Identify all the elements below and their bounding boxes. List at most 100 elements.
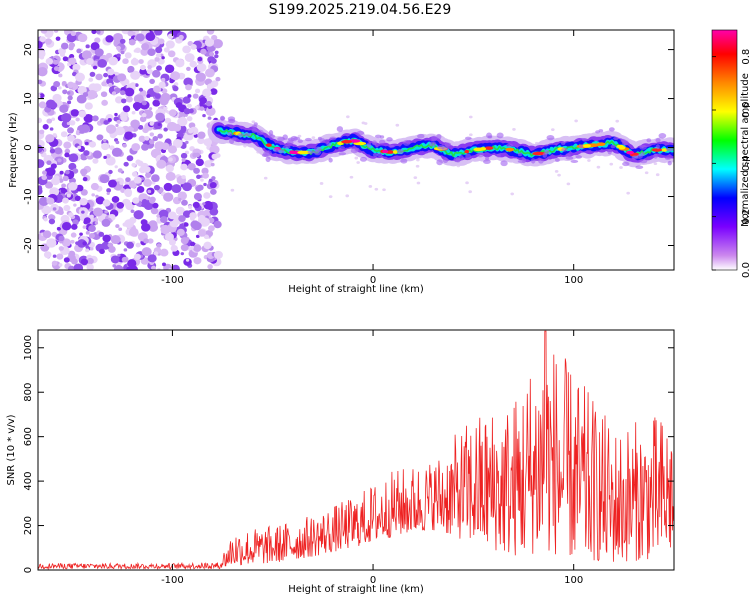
ridge-blob xyxy=(496,153,501,158)
ridge-blob xyxy=(307,150,315,154)
noise-blob xyxy=(207,264,213,270)
ridge-blob xyxy=(386,137,393,142)
noise-blob xyxy=(103,72,109,78)
noise-blob xyxy=(115,126,125,136)
noise-blob xyxy=(81,210,85,214)
noise-blob xyxy=(171,264,180,270)
noise-blob xyxy=(75,117,80,122)
noise-blob xyxy=(42,230,52,239)
faint-blob xyxy=(574,119,578,123)
noise-blob xyxy=(197,229,207,237)
noise-blob xyxy=(213,220,222,229)
noise-blob xyxy=(60,42,69,50)
noise-blob xyxy=(200,48,207,55)
noise-blob xyxy=(94,48,104,57)
noise-blob xyxy=(147,48,156,57)
noise-blob xyxy=(51,117,56,121)
noise-blob xyxy=(215,76,221,82)
noise-blob xyxy=(175,206,185,215)
noise-blob xyxy=(131,143,141,152)
noise-blob xyxy=(196,174,201,180)
noise-blob xyxy=(133,94,144,104)
noise-blob xyxy=(43,217,48,222)
ridge-blob xyxy=(521,157,527,164)
noise-blob xyxy=(201,167,209,175)
noise-blob xyxy=(118,227,123,232)
noise-blob xyxy=(109,145,115,151)
colorbar-tick-label: 0.2 xyxy=(741,209,750,225)
noise-blob xyxy=(141,100,147,106)
ridge-blob xyxy=(356,130,365,136)
noise-blob xyxy=(208,178,213,183)
noise-blob xyxy=(141,223,151,232)
ridge-blob xyxy=(486,132,492,139)
noise-blob xyxy=(40,30,48,34)
noise-blob xyxy=(155,46,163,54)
noise-blob xyxy=(190,44,197,50)
noise-blob xyxy=(187,128,194,134)
ridge-blob xyxy=(428,141,437,147)
faint-blob xyxy=(319,182,324,185)
noise-blob xyxy=(149,198,156,204)
noise-blob xyxy=(62,89,68,95)
noise-blob xyxy=(53,66,60,72)
noise-blob xyxy=(45,99,56,109)
noise-blob xyxy=(204,160,213,168)
noise-blob xyxy=(96,134,104,141)
faint-blob xyxy=(512,127,516,131)
noise-blob xyxy=(60,189,65,193)
ridge-hotspot xyxy=(532,151,546,156)
noise-blob xyxy=(147,238,154,244)
ridge-hotspot xyxy=(484,146,494,150)
noise-blob xyxy=(42,170,47,175)
noise-blob xyxy=(194,88,201,94)
noise-blob xyxy=(167,50,176,58)
ridge-blob xyxy=(282,134,288,140)
noise-blob xyxy=(116,45,121,51)
noise-blob xyxy=(203,192,211,199)
ridge-blob xyxy=(400,158,408,164)
noise-blob xyxy=(199,106,205,111)
noise-blob xyxy=(64,152,70,158)
spectrogram-xtick-label: 100 xyxy=(564,275,583,286)
noise-blob xyxy=(171,184,182,194)
noise-blob xyxy=(197,184,204,191)
noise-blob xyxy=(124,131,134,140)
noise-blob xyxy=(67,81,75,89)
noise-blob xyxy=(77,145,82,150)
noise-blob xyxy=(189,241,196,247)
noise-blob xyxy=(80,258,89,266)
noise-blob xyxy=(51,177,60,186)
ridge-blob xyxy=(326,141,332,147)
noise-blob xyxy=(152,69,161,78)
ridge-blob xyxy=(653,153,658,159)
noise-blob xyxy=(89,71,96,77)
noise-blob xyxy=(148,107,153,111)
noise-blob xyxy=(106,192,110,196)
ridge-hotspot xyxy=(626,150,634,155)
ridge-blob xyxy=(635,165,644,169)
noise-blob xyxy=(141,43,150,51)
noise-blob xyxy=(195,72,206,82)
ridge-blob xyxy=(455,157,461,163)
noise-blob xyxy=(38,93,41,98)
noise-blob xyxy=(116,201,125,209)
colorbar-tick-label: 0.0 xyxy=(741,262,750,278)
snr-ytick-label: 200 xyxy=(23,516,34,535)
ridge-blob xyxy=(500,160,508,167)
noise-blob xyxy=(205,106,216,116)
noise-blob xyxy=(63,257,70,263)
noise-blob xyxy=(207,225,215,232)
ridge-blob xyxy=(477,151,484,158)
noise-blob xyxy=(88,141,97,148)
noise-blob xyxy=(95,196,105,205)
noise-blob xyxy=(210,58,217,64)
ridge-blob xyxy=(265,156,271,163)
noise-blob xyxy=(158,209,169,219)
faint-blob xyxy=(415,164,420,168)
noise-blob xyxy=(115,123,119,127)
noise-blob xyxy=(163,47,170,53)
ridge-blob xyxy=(256,129,264,136)
noise-blob xyxy=(77,33,88,43)
